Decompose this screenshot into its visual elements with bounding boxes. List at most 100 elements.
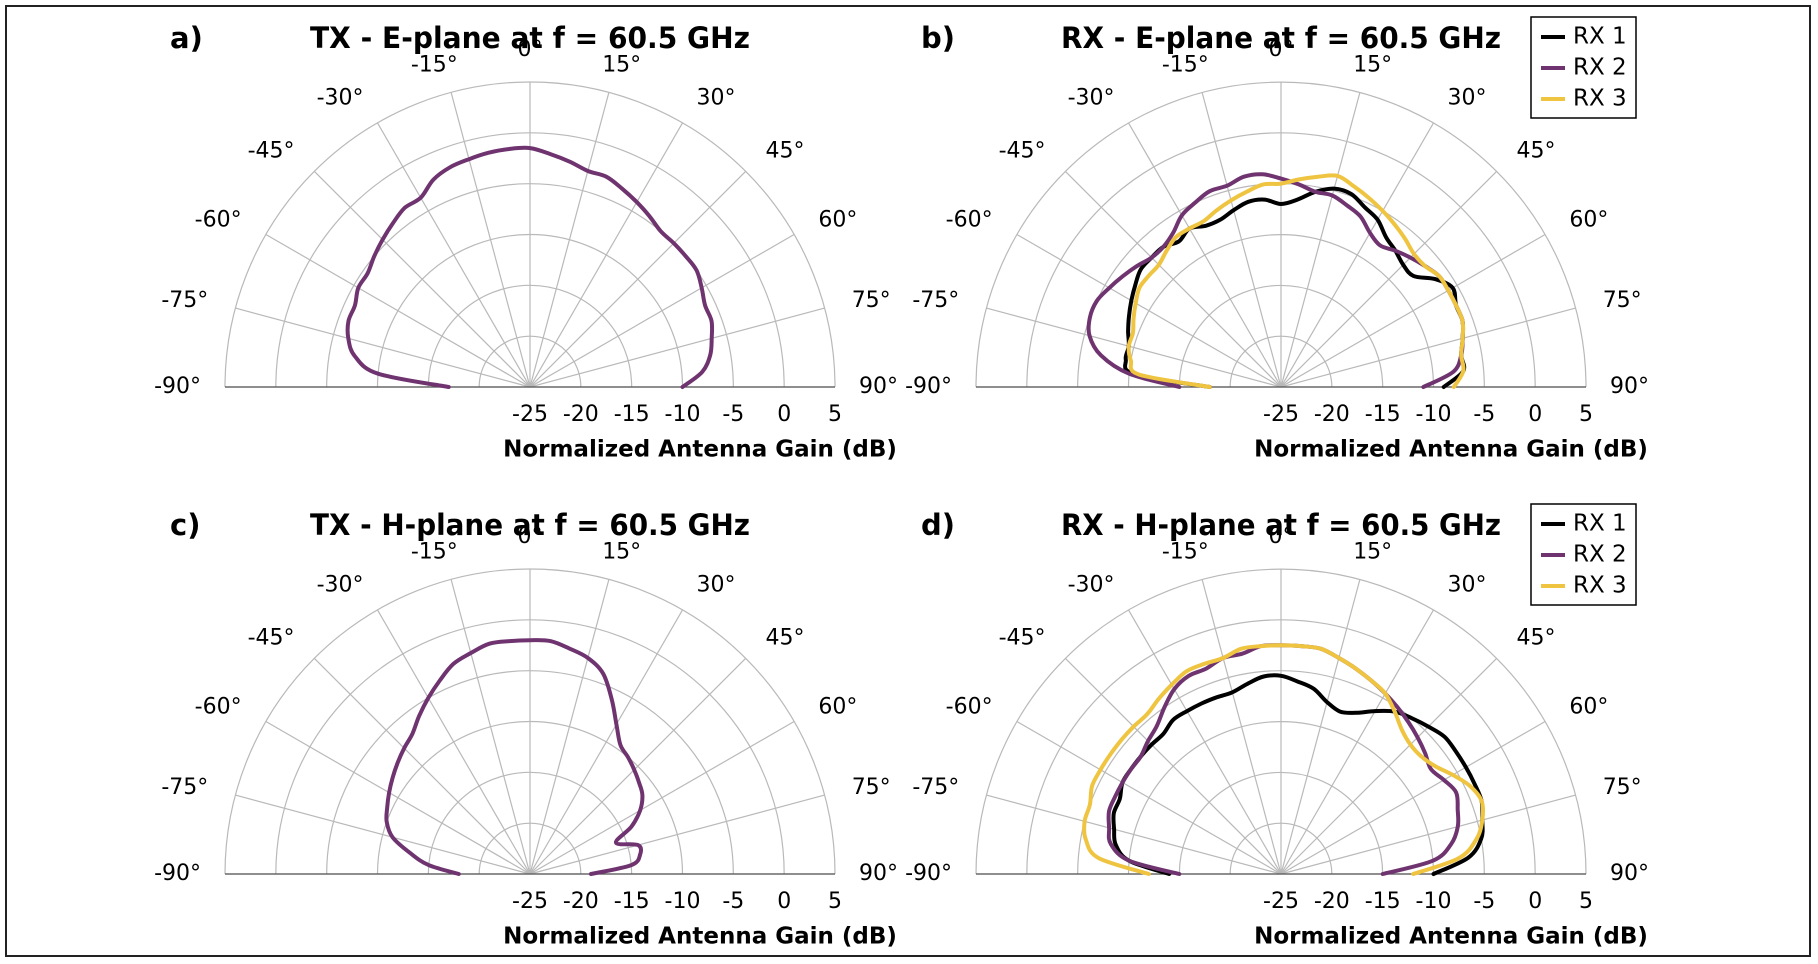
grid-spoke xyxy=(1016,233,1282,388)
grid-spoke xyxy=(235,307,531,388)
legend-label: RX 1 xyxy=(1573,511,1627,537)
grid-spoke xyxy=(265,720,531,875)
radial-tick-label: 5 xyxy=(828,889,842,914)
angle-tick-label: -30° xyxy=(317,573,364,598)
radial-tick-label: -20 xyxy=(1314,402,1350,427)
angle-tick-label: -30° xyxy=(317,86,364,111)
grid-spoke xyxy=(529,122,684,388)
radial-tick-label: 0 xyxy=(1528,402,1542,427)
angle-tick-label: 75° xyxy=(852,288,891,313)
chart-title: RX - E-plane at f = 60.5 GHz xyxy=(1061,21,1501,55)
radial-tick-label: -10 xyxy=(665,889,701,914)
grid-spoke xyxy=(1064,170,1282,388)
radial-tick-label: 5 xyxy=(1579,889,1593,914)
grid-spoke xyxy=(1280,579,1361,875)
angle-tick-label: 15° xyxy=(602,52,641,77)
chart-title: TX - E-plane at f = 60.5 GHz xyxy=(310,21,750,55)
radial-tick-label: -5 xyxy=(722,402,744,427)
angle-tick-label: 60° xyxy=(818,208,857,233)
radial-tick-label: -5 xyxy=(1473,889,1495,914)
radial-tick-label: -10 xyxy=(1416,889,1452,914)
grid-spoke xyxy=(1280,92,1361,388)
grid-spoke xyxy=(1127,609,1282,875)
legend-label: RX 3 xyxy=(1573,86,1627,112)
radial-tick-label: -10 xyxy=(665,402,701,427)
angle-tick-label: 30° xyxy=(1448,573,1487,598)
angle-tick-label: -60° xyxy=(946,208,993,233)
grid-spoke xyxy=(1280,720,1546,875)
angle-tick-label: 45° xyxy=(1517,139,1556,164)
angle-tick-label: 30° xyxy=(697,573,736,598)
radial-tick-label: 0 xyxy=(777,402,791,427)
angle-tick-label: -60° xyxy=(946,695,993,720)
grid-spoke xyxy=(1127,122,1282,388)
angle-tick-label: -75° xyxy=(161,775,208,800)
x-axis-label: Normalized Antenna Gain (dB) xyxy=(1254,437,1648,463)
series-line-rx-3 xyxy=(1126,173,1466,389)
angle-tick-label: 15° xyxy=(602,539,641,564)
angle-tick-label: -75° xyxy=(912,288,959,313)
radial-tick-label: -15 xyxy=(614,402,650,427)
angle-tick-label: -30° xyxy=(1068,86,1115,111)
chart-panel-1: a) TX - E-plane at f = 60.5 GHz -90° -75° -6… xyxy=(154,21,898,463)
chart-panel-3: c) TX - H-plane at f = 60.5 GHz -90° -75° -6… xyxy=(154,508,898,950)
grid-spoke xyxy=(376,122,531,388)
radial-tick-label: -15 xyxy=(1365,889,1401,914)
x-axis-label: Normalized Antenna Gain (dB) xyxy=(503,924,897,950)
angle-tick-label: 0° xyxy=(518,524,543,549)
radial-tick-label: -5 xyxy=(722,889,744,914)
x-axis-label: Normalized Antenna Gain (dB) xyxy=(503,437,897,463)
panel-label: a) xyxy=(170,21,203,55)
angle-tick-label: -30° xyxy=(1068,573,1115,598)
grid-spoke xyxy=(313,170,531,388)
grid-spoke xyxy=(529,307,825,388)
series-line-rx-1 xyxy=(1123,186,1467,389)
figure-frame xyxy=(5,5,1811,957)
angle-tick-label: -90° xyxy=(905,374,952,399)
grid-spoke xyxy=(1280,170,1498,388)
angle-tick-label: -75° xyxy=(161,288,208,313)
angle-tick-label: 75° xyxy=(852,775,891,800)
legend-label: RX 1 xyxy=(1573,24,1627,50)
grid-spoke xyxy=(1016,720,1282,875)
angle-tick-label: 30° xyxy=(1448,86,1487,111)
panel-label: c) xyxy=(170,508,200,542)
angle-tick-label: -75° xyxy=(912,775,959,800)
grid-spoke xyxy=(1201,92,1282,388)
angle-tick-label: 90° xyxy=(859,861,898,886)
radial-tick-label: -5 xyxy=(1473,402,1495,427)
grid-spoke xyxy=(529,579,610,875)
angle-tick-label: -45° xyxy=(999,626,1046,651)
legend-label: RX 2 xyxy=(1573,542,1627,568)
angle-tick-label: -15° xyxy=(1162,539,1209,564)
angle-tick-label: 0° xyxy=(518,37,543,62)
radial-tick-label: -15 xyxy=(614,889,650,914)
radial-tick-label: 5 xyxy=(828,402,842,427)
angle-tick-label: -90° xyxy=(154,374,201,399)
grid-spoke xyxy=(1280,794,1576,875)
grid-spoke xyxy=(986,794,1282,875)
angle-tick-label: -15° xyxy=(411,52,458,77)
radial-tick-label: 0 xyxy=(777,889,791,914)
radial-tick-label: 0 xyxy=(1528,889,1542,914)
legend-label: RX 2 xyxy=(1573,55,1627,81)
angle-tick-label: 60° xyxy=(818,695,857,720)
grid-spoke xyxy=(1064,657,1282,875)
angle-tick-label: 75° xyxy=(1603,288,1642,313)
grid-spoke xyxy=(450,579,531,875)
chart-panel-4: d) RX - H-plane at f = 60.5 GHz -90° -75° -6… xyxy=(905,503,1649,950)
grid-spoke xyxy=(529,720,795,875)
angle-tick-label: -45° xyxy=(999,139,1046,164)
grid-spoke xyxy=(235,794,531,875)
angle-tick-label: -90° xyxy=(905,861,952,886)
angle-tick-label: 90° xyxy=(1610,861,1649,886)
series-line-rx-3 xyxy=(1082,643,1486,876)
series-line-tx xyxy=(384,638,645,876)
x-axis-label: Normalized Antenna Gain (dB) xyxy=(1254,924,1648,950)
angle-tick-label: -60° xyxy=(195,208,242,233)
grid-spoke xyxy=(450,92,531,388)
grid-spoke xyxy=(1201,579,1282,875)
angle-tick-label: 45° xyxy=(766,139,805,164)
angle-tick-label: -60° xyxy=(195,695,242,720)
angle-tick-label: 90° xyxy=(1610,374,1649,399)
